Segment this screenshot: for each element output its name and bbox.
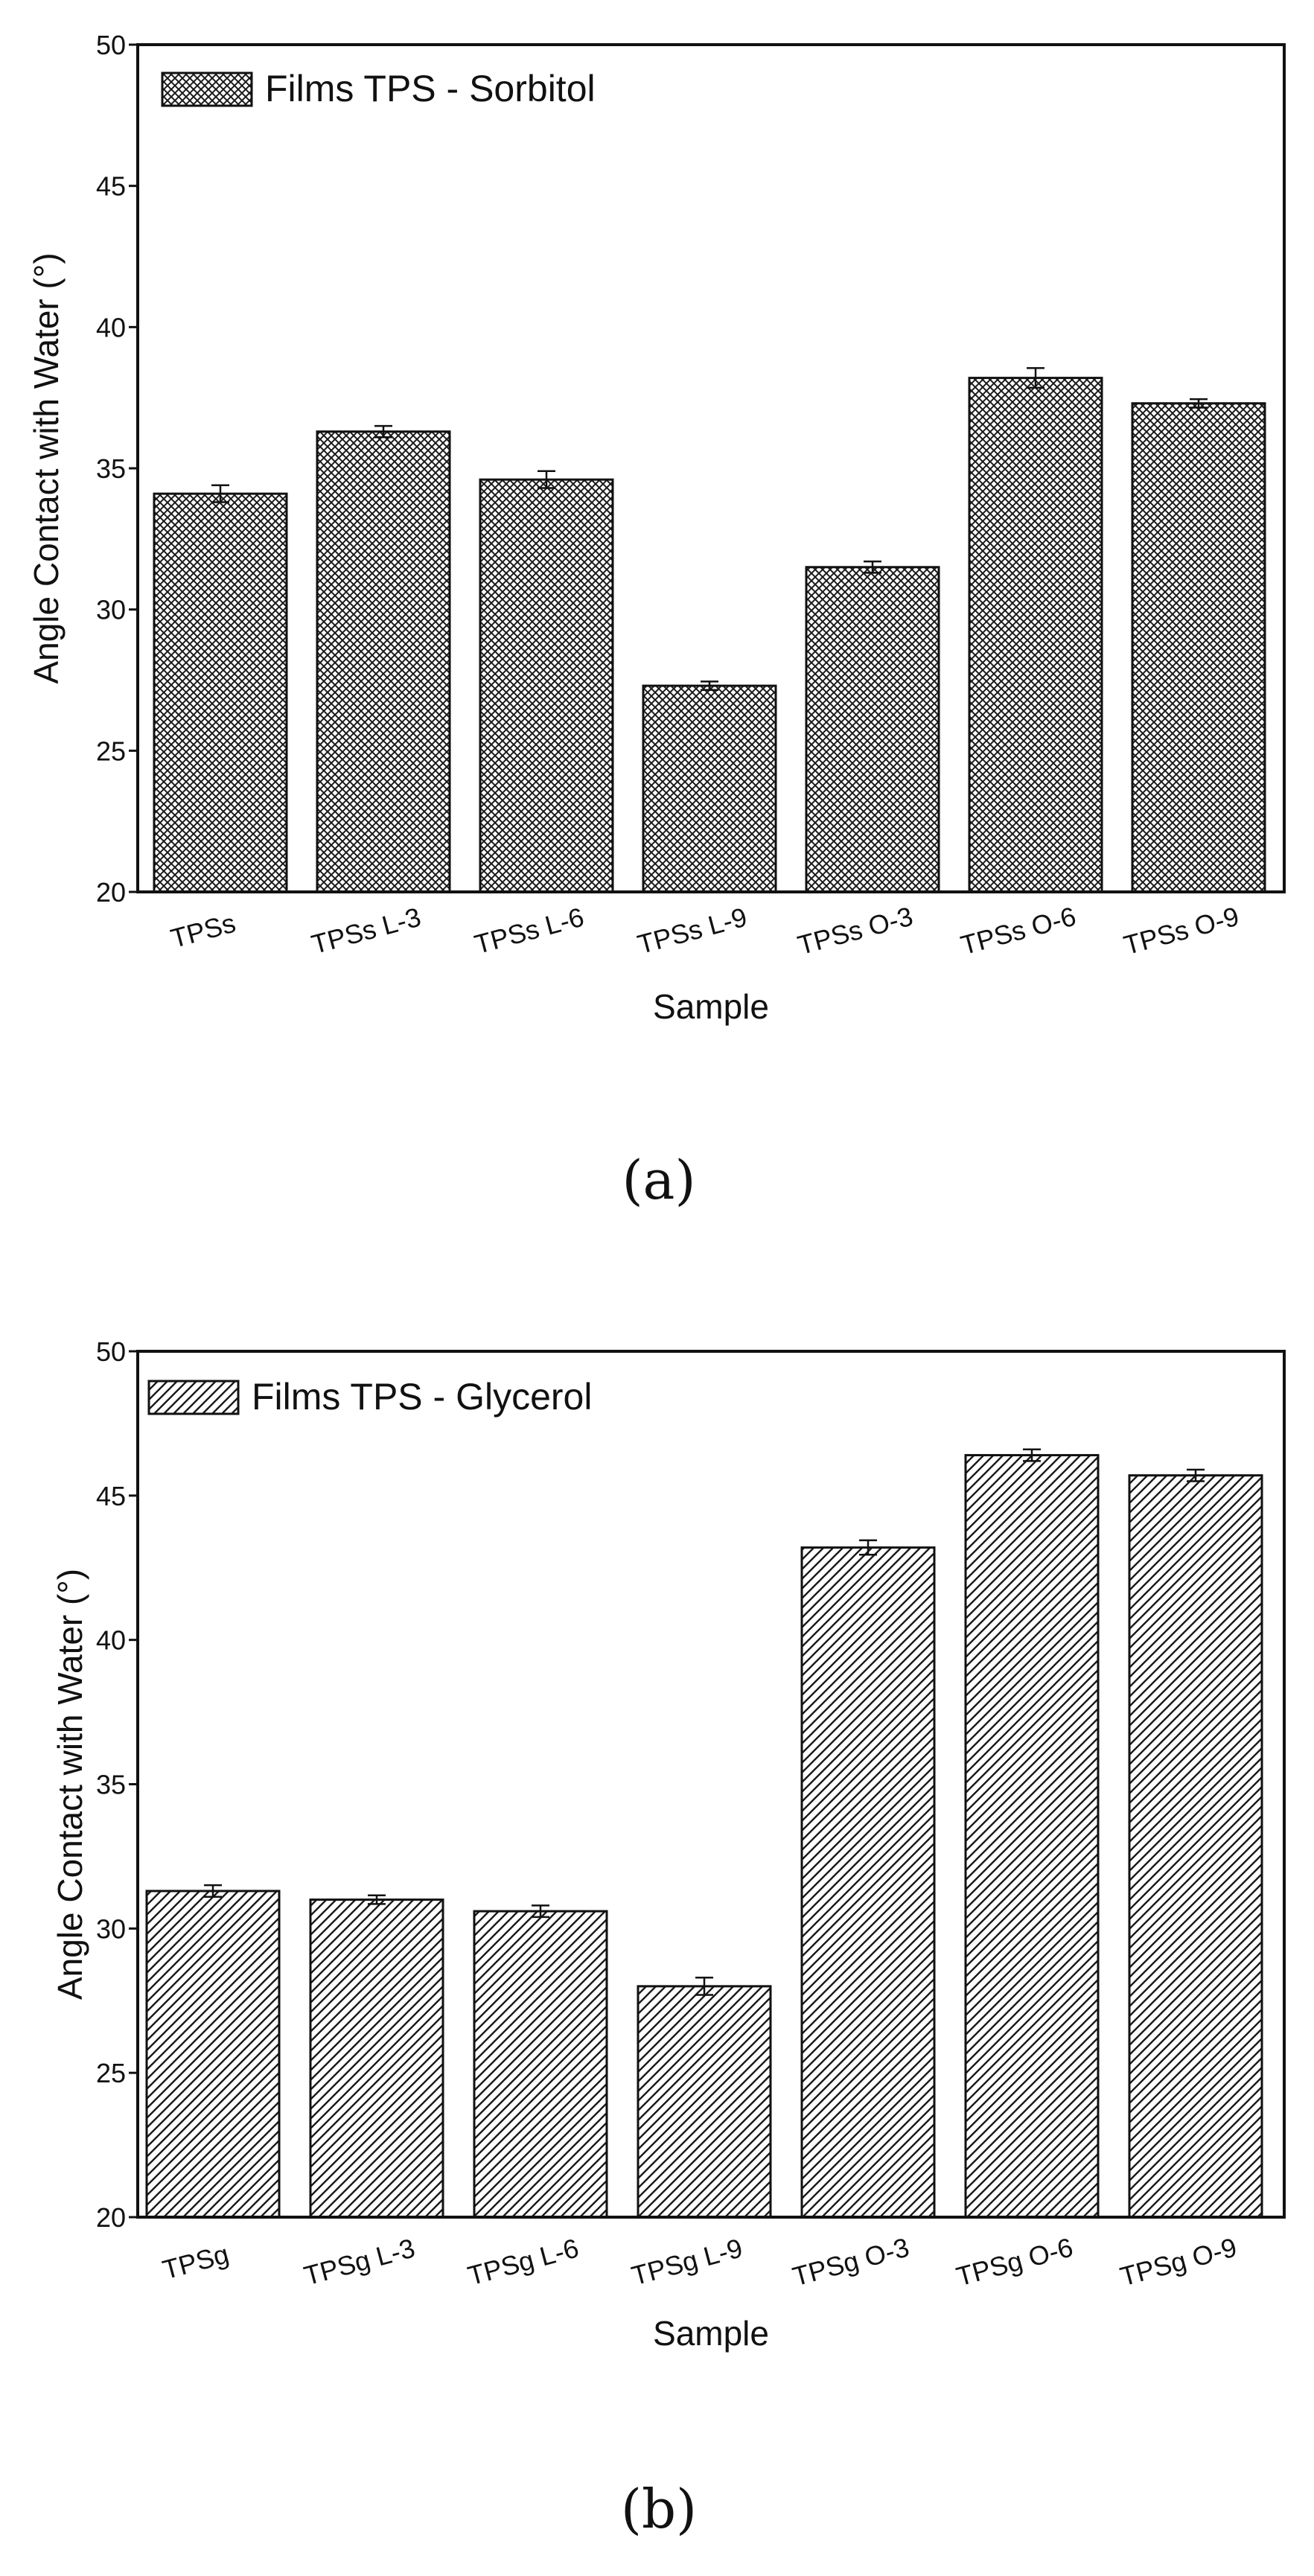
error-bar <box>859 1539 877 1556</box>
error-bar <box>374 424 392 439</box>
x-axis-label: Sample <box>653 987 769 1026</box>
error-bar <box>532 1904 549 1919</box>
x-tick-label: TPSg O-9 <box>1117 2231 1240 2292</box>
y-tick-label: 45 <box>96 1481 126 1511</box>
y-tick-label: 30 <box>96 595 126 625</box>
x-tick-label: TPSg O-3 <box>789 2231 912 2292</box>
bar-tpsg-o-3 <box>800 1546 936 2219</box>
x-tick-label: TPSs L-6 <box>471 902 587 960</box>
bar-tpss <box>153 492 288 893</box>
bar-tpss-l-6 <box>479 478 614 893</box>
bar-tpsg-l-6 <box>473 1910 608 2219</box>
y-tick-label: 40 <box>96 1625 126 1656</box>
bar-tpss-o-6 <box>968 377 1103 893</box>
x-tick-label: TPSg L-3 <box>301 2232 418 2291</box>
bar-tpss-o-3 <box>805 566 940 893</box>
legend: Films TPS - Glycerol <box>147 1376 592 1418</box>
error-bar <box>1023 1448 1041 1462</box>
bar-tpsg-o-6 <box>964 1454 1100 2219</box>
x-tick-label: TPSg O-6 <box>953 2231 1076 2292</box>
x-axis-label: Sample <box>653 2314 769 2353</box>
chart-b: TPSg TPSg L-3 TPSg L-6 TPSg L-9 TPSg O-3 TPSg… <box>51 1336 1286 2540</box>
chart-a: TPSs TPSs L-3 TPSs L-6 TPSs L-9 TPSs O-3 TPSs… <box>27 30 1286 1211</box>
bar-tpsg-o-9 <box>1128 1474 1263 2219</box>
figure-caption: (a) <box>622 1149 695 1211</box>
error-bar <box>864 560 881 574</box>
y-tick-label: 45 <box>96 171 126 202</box>
legend-label: Films TPS - Sorbitol <box>265 68 596 109</box>
error-bar <box>538 470 555 489</box>
legend-label: Films TPS - Glycerol <box>252 1376 592 1418</box>
legend: Films TPS - Sorbitol <box>161 68 596 109</box>
error-bar <box>1190 398 1208 409</box>
figure-caption: (b) <box>621 2478 697 2540</box>
error-bar <box>204 1884 222 1898</box>
error-bar <box>1027 367 1044 389</box>
x-tick-label: TPSg <box>159 2238 232 2285</box>
bar-tpss-l-3 <box>316 430 451 893</box>
error-bar <box>695 1976 713 1996</box>
y-tick-label: 40 <box>96 312 126 342</box>
y-tick-label: 25 <box>96 736 126 766</box>
x-tick-label: TPSs O-9 <box>1120 901 1242 961</box>
y-tick-label: 35 <box>96 453 126 484</box>
legend-swatch <box>147 1380 240 1415</box>
y-tick-label: 25 <box>96 2058 126 2088</box>
y-tick-label: 50 <box>96 30 126 60</box>
x-tick-label: TPSs L-3 <box>308 902 424 960</box>
error-bar <box>701 680 718 692</box>
y-axis-label: Angle Contact with Water (°) <box>27 252 66 683</box>
y-tick-label: 50 <box>96 1336 126 1367</box>
error-bar <box>1187 1468 1205 1482</box>
y-axis-label: Angle Contact with Water (°) <box>51 1569 89 2000</box>
x-tick-label: TPSs O-6 <box>957 901 1079 961</box>
x-tick-label: TPSs L-9 <box>634 902 750 960</box>
bar-tpss-o-9 <box>1131 402 1266 893</box>
bar-tpsg-l-9 <box>637 1985 772 2219</box>
bar-tpsg <box>145 1890 281 2219</box>
y-tick-label: 20 <box>96 877 126 908</box>
x-tick-label: TPSs O-3 <box>794 901 916 961</box>
bar-tpsg-l-3 <box>309 1898 444 2219</box>
y-tick-label: 35 <box>96 1770 126 1800</box>
x-tick-label: TPSs <box>168 908 239 954</box>
x-tick-label: TPSg L-9 <box>628 2232 746 2291</box>
y-tick-label: 30 <box>96 1913 126 1944</box>
bar-tpss-l-9 <box>642 684 777 893</box>
y-tick-label: 20 <box>96 2202 126 2233</box>
legend-swatch <box>161 71 253 107</box>
error-bar <box>211 484 229 503</box>
error-bar <box>368 1894 386 1905</box>
x-tick-label: TPSg L-6 <box>465 2232 582 2291</box>
